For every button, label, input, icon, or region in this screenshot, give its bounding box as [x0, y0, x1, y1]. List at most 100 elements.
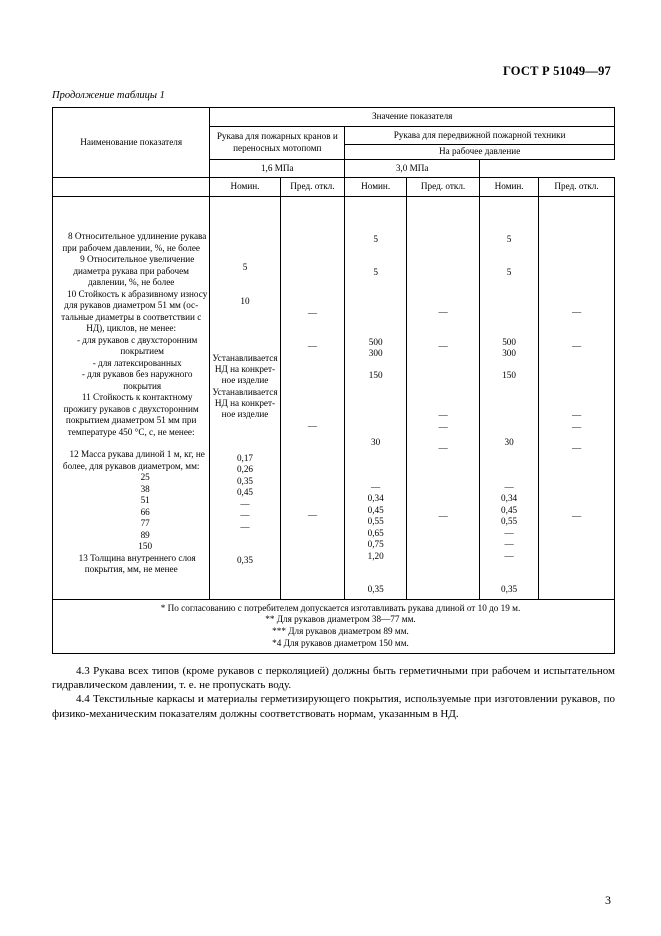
d150: 150	[55, 541, 207, 553]
col-b: — — — —	[280, 196, 345, 599]
r11va: Устанав­ливается НД на конкрет­ное издел…	[212, 387, 277, 420]
para-4-4: 4.4 Текстильные каркасы и материалы герм…	[52, 692, 615, 720]
m51e: 0,45	[482, 505, 536, 517]
note3: *** Для рукавов диаметром 89 мм.	[55, 626, 612, 638]
m150e: —	[482, 551, 536, 563]
body-labels: 8 Относительное удли­нение рукава при ра…	[53, 196, 210, 599]
m25e: —	[482, 482, 536, 494]
note2: ** Для рукавов диаметром 38—77 мм.	[55, 614, 612, 626]
body-text: 4.3 Рукава всех типов (кроме рукавов с п…	[52, 664, 615, 720]
r9a: 10	[212, 296, 277, 308]
r10-label: 10 Стойкость к абра­зивному износу для р…	[55, 289, 207, 335]
h-p3: Пред. откл.	[539, 178, 615, 197]
r10e1: 500	[482, 337, 536, 349]
h-p1: Пред. откл.	[280, 178, 345, 197]
r10c2: 300	[347, 348, 404, 360]
m150a: —	[212, 522, 277, 534]
r11b: —	[283, 510, 343, 522]
m38e: 0,34	[482, 493, 536, 505]
m150c: 1,20	[347, 551, 404, 563]
h-n1: Номин.	[210, 178, 280, 197]
r10va: Устанав­ливается НД на конкрет­ное издел…	[212, 353, 277, 386]
d66: 66	[55, 507, 207, 519]
r11d: —	[409, 511, 477, 523]
h-n3: Номин.	[480, 178, 539, 197]
h-param: Наименование показателя	[53, 108, 210, 178]
h-c1: Рукава для пожарных кранов и переносных …	[210, 126, 345, 159]
r10d2: —	[409, 422, 477, 434]
m66c: 0,55	[347, 516, 404, 528]
h-p30: 3,0 МПа	[345, 159, 480, 178]
m51c: 0,45	[347, 505, 404, 517]
r10e2: 300	[482, 348, 536, 360]
r11c: 30	[347, 437, 404, 449]
note1: * По согласованию с потребителем допуска…	[55, 603, 612, 615]
doc-code: ГОСТ Р 51049—97	[503, 64, 611, 79]
r12-label: 12 Масса рукава длиной 1 м, кг, не более…	[55, 449, 207, 472]
col-c: 5 5 500 300 150 30 — 0,34 0,45 0,55 0,65	[345, 196, 407, 599]
r9e: 5	[482, 267, 536, 279]
col-f: — — — — — —	[539, 196, 615, 599]
r8-label: 8 Относительное удли­нение рукава при ра…	[55, 231, 207, 254]
table-notes: * По согласованию с потребителем допуска…	[53, 599, 615, 654]
m89c: 0,75	[347, 539, 404, 551]
m77e: —	[482, 528, 536, 540]
r13c: 0,35	[347, 584, 404, 596]
r11f: —	[541, 511, 612, 523]
r9d: —	[409, 341, 477, 353]
r11-label: 11 Стойкость к кон­тактному прожигу рука…	[55, 392, 207, 438]
m25c: —	[347, 482, 404, 494]
r10e3: 150	[482, 370, 536, 382]
r8b: —	[283, 308, 343, 320]
note4: *4 Для рукавов диаметром 150 мм.	[55, 638, 612, 650]
r9c: 5	[347, 267, 404, 279]
d51: 51	[55, 495, 207, 507]
r10d3: —	[409, 443, 477, 455]
h-znach: Значение показателя	[210, 108, 615, 127]
table-caption: Продолжение таблицы 1	[52, 90, 615, 101]
m51a: 0,35	[212, 476, 277, 488]
r8d: —	[409, 307, 477, 319]
r9f: —	[541, 341, 612, 353]
col-a: 5 10 Устанав­ливается НД на конкрет­ное …	[210, 196, 280, 599]
r10c-label: - для рукавов без на­ружного покрытия	[55, 369, 207, 392]
r8c: 5	[347, 234, 404, 246]
spec-table: Наименование показателя Значение показат…	[52, 107, 615, 654]
para-4-3: 4.3 Рукава всех типов (кроме рукавов с п…	[52, 664, 615, 692]
h-c2b: На рабочее давление	[345, 145, 615, 160]
h-n2: Номин.	[345, 178, 407, 197]
r13a: 0,35	[212, 555, 277, 567]
r10b-label: - для латексированных	[55, 358, 207, 370]
d38: 38	[55, 484, 207, 496]
h-c2: Рукава для передвижной пожарной техники	[345, 126, 615, 145]
m66a: 0,45	[212, 487, 277, 499]
r9b: —	[283, 341, 343, 353]
m25a: 0,17	[212, 453, 277, 465]
col-e: 5 5 500 300 150 30 — 0,34 0,45 0,55 —	[480, 196, 539, 599]
h-p2: Пред. откл.	[407, 178, 480, 197]
r10a-label: - для рукавов с двухсто­ронним покрытием	[55, 335, 207, 358]
m66e: 0,55	[482, 516, 536, 528]
m89a: —	[212, 510, 277, 522]
m77c: 0,65	[347, 528, 404, 540]
r10d1: —	[409, 410, 477, 422]
h-p16: 1,6 МПа	[210, 159, 345, 178]
r10b-d: —	[283, 421, 343, 433]
m77a: —	[212, 499, 277, 511]
m89e: —	[482, 539, 536, 551]
r8f: —	[541, 307, 612, 319]
r13-label: 13 Толщина внутрен­него слоя покрытия, м…	[55, 553, 207, 576]
page-number: 3	[605, 893, 611, 908]
r9-label: 9 Относительное увели­чение диаметра рук…	[55, 254, 207, 289]
col-d: — — — — — —	[407, 196, 480, 599]
r10f3: —	[541, 443, 612, 455]
d77: 77	[55, 518, 207, 530]
r10c3: 150	[347, 370, 404, 382]
m38c: 0,34	[347, 493, 404, 505]
m38a: 0,26	[212, 464, 277, 476]
r13e: 0,35	[482, 584, 536, 596]
r10f2: —	[541, 422, 612, 434]
r8a: 5	[212, 262, 277, 274]
r8e: 5	[482, 234, 536, 246]
r10f1: —	[541, 410, 612, 422]
